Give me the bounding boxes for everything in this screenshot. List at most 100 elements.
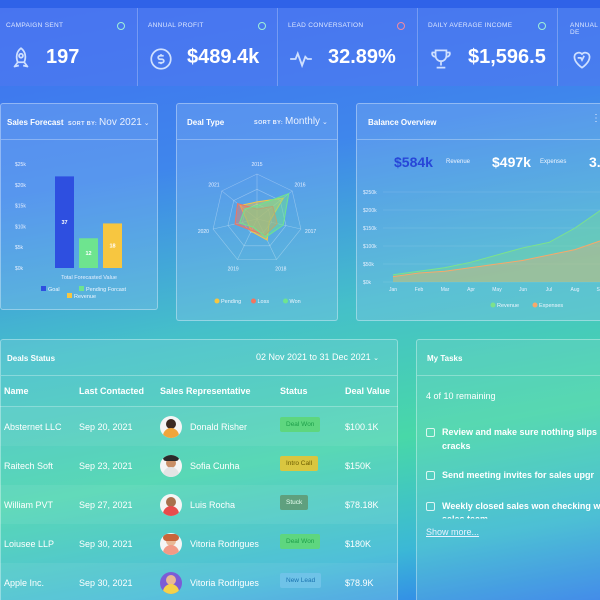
deal-name: Apple Inc. bbox=[4, 578, 45, 588]
deal-name: William PVT bbox=[4, 500, 53, 510]
panel-title: My Tasks bbox=[427, 354, 463, 363]
line-expenses bbox=[392, 240, 600, 278]
task-checkbox[interactable] bbox=[426, 471, 435, 480]
table-row[interactable]: Raitech Soft Sep 23, 2021 Sofia Cunha In… bbox=[0, 446, 398, 485]
header-name[interactable]: Name bbox=[4, 386, 29, 396]
x-tick-label: Sep bbox=[597, 287, 600, 293]
x-tick-label: Feb bbox=[415, 287, 424, 293]
area-revenue bbox=[393, 210, 600, 282]
radar-grid bbox=[212, 173, 302, 260]
info-dot-icon[interactable] bbox=[538, 22, 546, 30]
last-contacted: Sep 30, 2021 bbox=[79, 539, 133, 549]
radar-series-loss bbox=[234, 202, 278, 236]
sales-rep: Luis Rocha bbox=[190, 500, 236, 510]
task-item[interactable]: Send meeting invites for sales upgr bbox=[442, 470, 595, 480]
legend-label: Pending Forcast bbox=[86, 287, 127, 293]
stat-label: Annual Profit bbox=[148, 22, 204, 29]
legend-swatch bbox=[532, 302, 538, 308]
divider bbox=[417, 375, 600, 376]
y-tick-label: $5k bbox=[15, 245, 24, 251]
divider bbox=[357, 139, 600, 140]
legend-label: Revenue bbox=[497, 303, 519, 309]
y-tick-label: $100k bbox=[363, 244, 377, 250]
area-expenses bbox=[393, 240, 600, 282]
sort-value: Nov 2021 bbox=[99, 117, 142, 128]
x-tick-label: Jul bbox=[546, 287, 552, 293]
show-more-link[interactable]: Show more... bbox=[426, 527, 480, 537]
divider bbox=[177, 139, 337, 140]
bar bbox=[103, 223, 122, 268]
radar-series-won bbox=[238, 192, 290, 238]
my-tasks-panel: My Tasks bbox=[416, 339, 600, 600]
legend-label: Expenses bbox=[539, 303, 563, 309]
divider bbox=[1, 139, 157, 140]
info-dot-icon[interactable] bbox=[258, 22, 266, 30]
y-tick-label: $10k bbox=[15, 224, 26, 230]
top-bar bbox=[0, 0, 600, 8]
info-dot-icon[interactable] bbox=[397, 22, 405, 30]
y-tick-label: $150k bbox=[363, 226, 377, 232]
stat-label: Daily Average Income bbox=[428, 22, 513, 29]
task-item[interactable]: Review and make sure nothing slips bbox=[442, 427, 598, 437]
task-checkbox[interactable] bbox=[426, 502, 435, 511]
header-last-contacted[interactable]: Last Contacted bbox=[79, 386, 145, 396]
radar-axis-label: 2018 bbox=[275, 267, 286, 273]
sort-dropdown[interactable]: SORT BY: Monthly ⌄ bbox=[254, 116, 328, 127]
legend-label: Revenue bbox=[74, 294, 96, 300]
y-tick-label: $250k bbox=[363, 190, 377, 196]
radar-axis-label: 2016 bbox=[294, 183, 305, 189]
header-deal-value[interactable]: Deal Value bbox=[345, 386, 391, 396]
y-tick-label: $15k bbox=[15, 204, 26, 210]
chevron-down-icon: ⌄ bbox=[322, 119, 328, 126]
legend-label: Loss bbox=[258, 299, 270, 305]
table-row[interactable]: Absternet LLC Sep 20, 2021 Donald Risher… bbox=[0, 407, 398, 446]
legend-swatch bbox=[283, 298, 288, 304]
sort-dropdown[interactable]: SORT BY: Nov 2021 ⌄ bbox=[68, 117, 150, 128]
revenue-value: $584k bbox=[394, 154, 433, 170]
status-badge: Stuck bbox=[280, 495, 309, 510]
info-dot-icon[interactable] bbox=[117, 22, 125, 30]
stat-value: $489.4k bbox=[187, 46, 260, 68]
sort-label: SORT BY: bbox=[68, 121, 98, 127]
legend-swatch bbox=[67, 293, 72, 298]
radar-axis-label: 2017 bbox=[305, 229, 316, 235]
trophy-icon bbox=[431, 49, 451, 69]
bar bbox=[79, 238, 98, 268]
panel-title: Sales Forecast bbox=[7, 118, 64, 127]
table-row[interactable]: Loiusee LLP Sep 30, 2021 Vitoria Rodrigu… bbox=[0, 524, 398, 563]
task-item-continued: cracks bbox=[442, 441, 471, 451]
y-tick-label: $0k bbox=[15, 266, 24, 272]
stat-card-annual-deals: Annual De bbox=[559, 8, 600, 86]
divider bbox=[1, 375, 397, 376]
x-tick-label: Jan bbox=[389, 287, 397, 293]
stat-card-lead: Lead Conversation 32.89% bbox=[279, 8, 418, 86]
radar-axis-label: 2019 bbox=[228, 267, 239, 273]
avatar bbox=[160, 572, 182, 594]
table-row[interactable]: William PVT Sep 27, 2021 Luis Rocha Stuc… bbox=[0, 485, 398, 524]
status-badge: Deal Won bbox=[280, 534, 321, 549]
deal-type-panel: Deal Type SORT BY: Monthly ⌄ 2015 2016 201… bbox=[176, 103, 338, 321]
y-tick-label: $25k bbox=[15, 162, 26, 168]
legend-swatch bbox=[251, 298, 256, 304]
legend-swatch bbox=[79, 286, 84, 291]
avatar bbox=[160, 455, 182, 477]
stat-label: Annual De bbox=[570, 22, 598, 36]
profit-value: 3. bbox=[589, 154, 600, 170]
y-tick-label: $20k bbox=[15, 183, 26, 189]
task-checkbox[interactable] bbox=[426, 428, 435, 437]
rocket-icon bbox=[13, 47, 29, 68]
task-item[interactable]: Weekly closed sales won checking w bbox=[442, 501, 600, 511]
chevron-down-icon: ⌄ bbox=[143, 120, 150, 127]
deal-name: Raitech Soft bbox=[4, 461, 54, 471]
date-range-dropdown[interactable]: 02 Nov 2021 to 31 Dec 2021 ⌄ bbox=[256, 352, 379, 362]
radar-axis bbox=[221, 190, 258, 220]
x-tick-label: Aug bbox=[571, 287, 580, 293]
more-icon[interactable]: ⋮ bbox=[591, 113, 600, 124]
table-row[interactable]: Apple Inc. Sep 30, 2021 Vitoria Rodrigue… bbox=[0, 563, 398, 600]
y-tick-label: $50k bbox=[363, 262, 374, 268]
chevron-down-icon: ⌄ bbox=[373, 355, 379, 362]
deal-value: $78.18K bbox=[345, 500, 379, 510]
header-sales-rep[interactable]: Sales Representative bbox=[160, 386, 251, 396]
bar-value-label: 37 bbox=[61, 220, 67, 226]
header-status[interactable]: Status bbox=[280, 386, 308, 396]
